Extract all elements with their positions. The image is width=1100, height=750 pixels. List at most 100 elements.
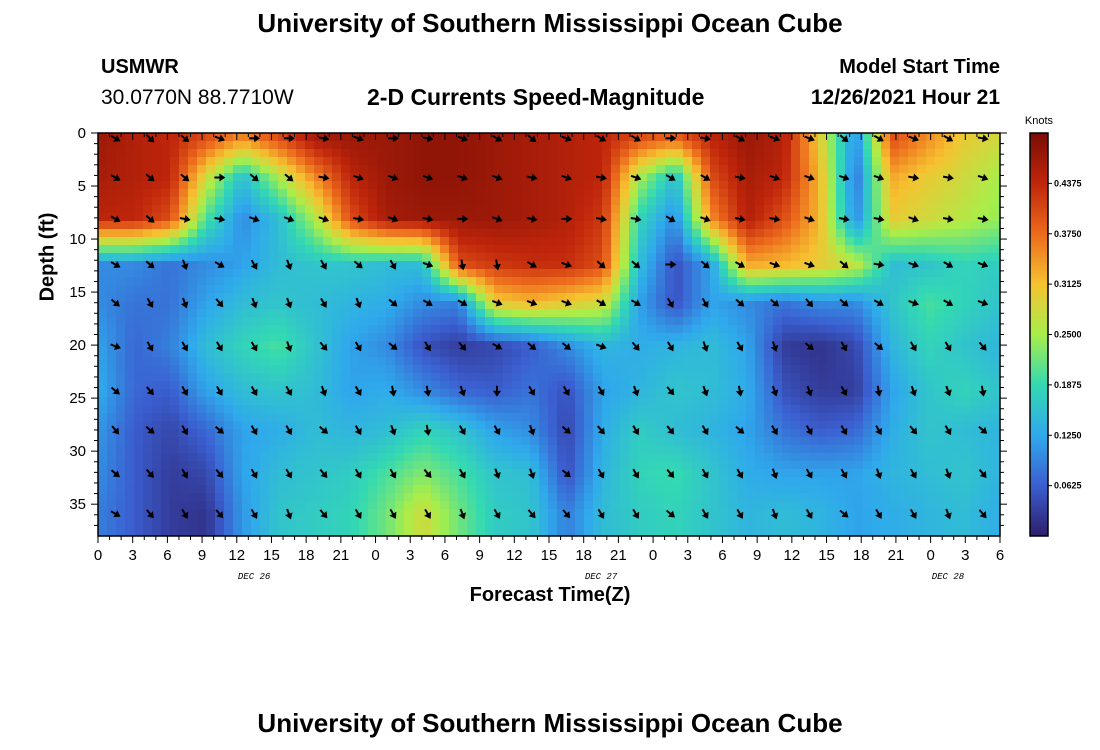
heatmap-cell [602, 397, 612, 406]
heatmap-cell [755, 333, 765, 342]
heatmap-cell [368, 277, 378, 286]
heatmap-cell [746, 365, 756, 374]
heatmap-cell [602, 213, 612, 222]
heatmap-cell [278, 445, 288, 454]
heatmap-cell [107, 181, 117, 190]
heatmap-cell [287, 357, 297, 366]
heatmap-cell [449, 333, 459, 342]
heatmap-cell [413, 373, 423, 382]
heatmap-cell [908, 229, 918, 238]
heatmap-cell [773, 365, 783, 374]
heatmap-cell [674, 341, 684, 350]
heatmap-cell [584, 189, 594, 198]
heatmap-cell [638, 405, 648, 414]
heatmap-cell [251, 485, 261, 494]
heatmap-cell [395, 421, 405, 430]
heatmap-cell [908, 221, 918, 230]
heatmap-cell [962, 253, 972, 262]
heatmap-cell [683, 469, 693, 478]
heatmap-cell [206, 517, 216, 526]
heatmap-cell [530, 493, 540, 502]
heatmap-cell [962, 429, 972, 438]
heatmap-cell [359, 509, 369, 518]
heatmap-cell [908, 317, 918, 326]
heatmap-cell [629, 285, 639, 294]
heatmap-cell [854, 357, 864, 366]
heatmap-cell [161, 461, 171, 470]
heatmap-cell [620, 317, 630, 326]
heatmap-cell [215, 181, 225, 190]
heatmap-cell [602, 173, 612, 182]
heatmap-cell [287, 525, 297, 534]
heatmap-cell [548, 165, 558, 174]
heatmap-cell [440, 285, 450, 294]
heatmap-cell [287, 221, 297, 230]
heatmap-cell [485, 389, 495, 398]
heatmap-cell [809, 429, 819, 438]
heatmap-cell [890, 285, 900, 294]
heatmap-cell [512, 157, 522, 166]
heatmap-cell [440, 317, 450, 326]
heatmap-cell [836, 277, 846, 286]
heatmap-cell [728, 437, 738, 446]
heatmap-cell [980, 461, 990, 470]
heatmap-cell [341, 389, 351, 398]
heatmap-cell [881, 237, 891, 246]
heatmap-cell [134, 509, 144, 518]
heatmap-cell [503, 173, 513, 182]
heatmap-cell [422, 373, 432, 382]
heatmap-cell [818, 325, 828, 334]
heatmap-cell [701, 149, 711, 158]
heatmap-cell [647, 213, 657, 222]
heatmap-cell [233, 181, 243, 190]
heatmap-cell [962, 309, 972, 318]
heatmap-cell [206, 253, 216, 262]
heatmap-cell [206, 309, 216, 318]
heatmap-cell [485, 517, 495, 526]
heatmap-cell [359, 389, 369, 398]
heatmap-cell [737, 221, 747, 230]
heatmap-cell [260, 365, 270, 374]
heatmap-cell [764, 213, 774, 222]
heatmap-cell [431, 437, 441, 446]
heatmap-cell [476, 285, 486, 294]
heatmap-cell [854, 317, 864, 326]
heatmap-cell [647, 309, 657, 318]
heatmap-cell [539, 309, 549, 318]
heatmap-cell [152, 197, 162, 206]
heatmap-cell [404, 333, 414, 342]
heatmap-cell [791, 477, 801, 486]
heatmap-cell [278, 133, 288, 142]
heatmap-cell [350, 221, 360, 230]
heatmap-cell [278, 517, 288, 526]
heatmap-cell [368, 493, 378, 502]
heatmap-cell [530, 325, 540, 334]
heatmap-cell [251, 205, 261, 214]
heatmap-cell [665, 205, 675, 214]
heatmap-cell [800, 317, 810, 326]
heatmap-cell [269, 341, 279, 350]
heatmap-cell [845, 517, 855, 526]
heatmap-cell [269, 421, 279, 430]
heatmap-cell [791, 509, 801, 518]
heatmap-cell [755, 485, 765, 494]
heatmap-cell [521, 149, 531, 158]
heatmap-cell [287, 181, 297, 190]
heatmap-cell [350, 453, 360, 462]
heatmap-cell [440, 325, 450, 334]
heatmap-cell [836, 365, 846, 374]
heatmap-cell [638, 157, 648, 166]
heatmap-cell [854, 245, 864, 254]
heatmap-cell [854, 445, 864, 454]
heatmap-cell [926, 301, 936, 310]
heatmap-cell [800, 141, 810, 150]
heatmap-cell [944, 253, 954, 262]
heatmap-cell [485, 333, 495, 342]
heatmap-cell [989, 173, 999, 182]
heatmap-cell [809, 445, 819, 454]
heatmap-cell [377, 309, 387, 318]
heatmap-cell [566, 413, 576, 422]
heatmap-cell [278, 373, 288, 382]
heatmap-cell [764, 517, 774, 526]
heatmap-cell [125, 213, 135, 222]
